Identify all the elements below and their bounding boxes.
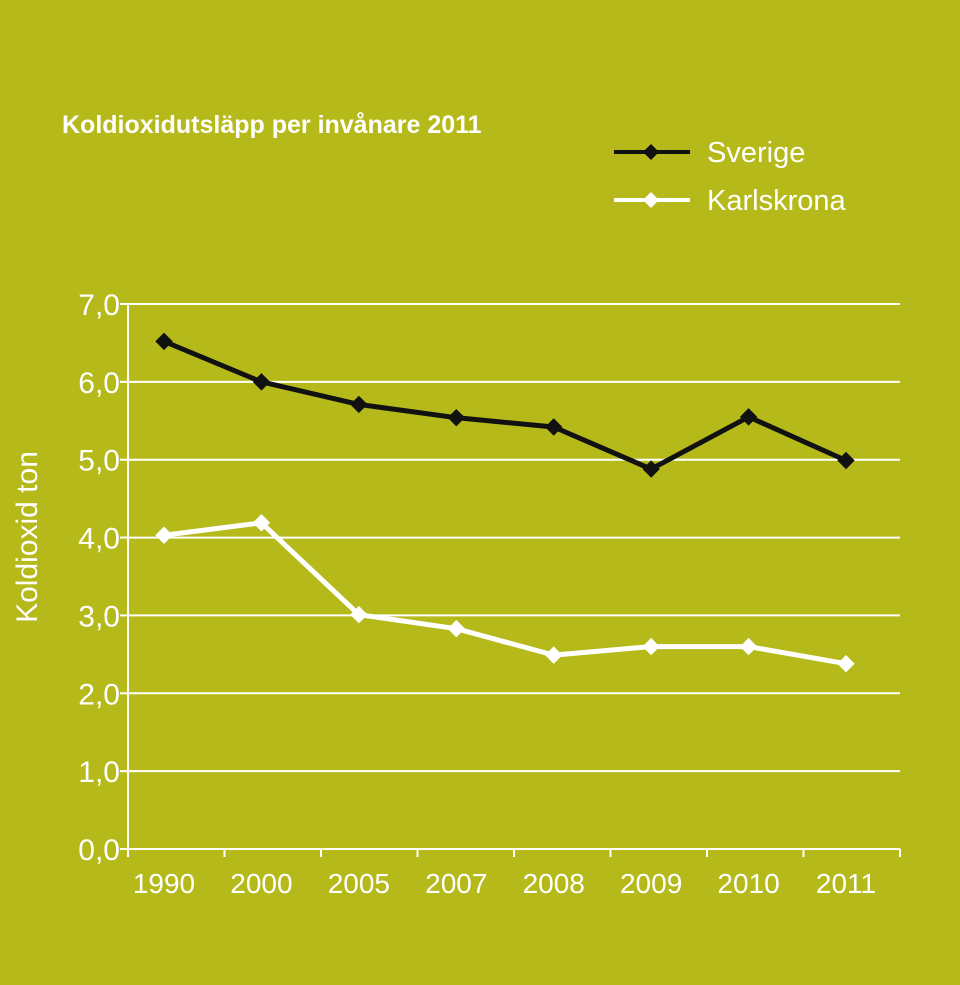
legend-marker <box>643 192 659 208</box>
x-tick-label: 1990 <box>133 868 195 899</box>
series-line <box>163 339 848 472</box>
x-tick-label: 2011 <box>816 868 876 899</box>
axes: 0,0 1,0 2,0 3,0 4,0 5,0 6,0 7,0 1990 2000 2005 2007… <box>78 289 901 899</box>
data-point <box>447 619 465 638</box>
data-point <box>252 514 271 532</box>
data-point <box>739 637 758 656</box>
x-tick-label: 2005 <box>328 868 390 899</box>
y-tick-label: 5,0 <box>78 445 120 478</box>
data-point <box>447 408 465 427</box>
x-tick-label: 2010 <box>717 868 779 899</box>
data-point <box>642 460 660 478</box>
data-point <box>155 332 173 351</box>
data-point <box>545 646 563 664</box>
series-karlskrona <box>155 514 855 673</box>
y-axis-label: Koldioxid ton <box>11 451 44 623</box>
data-point <box>642 637 660 656</box>
y-tick-label: 7,0 <box>78 289 120 322</box>
legend: Sverige Karlskrona <box>614 137 846 217</box>
series-sverige <box>155 332 855 478</box>
data-point <box>545 418 563 436</box>
legend-label: Karlskrona <box>707 185 846 217</box>
y-tick-label: 0,0 <box>78 834 120 867</box>
legend-item: Karlskrona <box>614 185 846 217</box>
data-point <box>252 373 271 391</box>
x-tick-label: 2000 <box>230 868 292 899</box>
legend-item: Sverige <box>614 137 805 169</box>
series-line <box>163 520 847 667</box>
data-point <box>739 408 758 426</box>
x-tick-label: 2007 <box>425 868 487 899</box>
data-point <box>837 654 855 673</box>
data-point <box>837 451 855 470</box>
legend-marker <box>643 144 659 160</box>
data-point <box>155 526 173 544</box>
series-layer <box>155 332 855 673</box>
y-tick-label: 3,0 <box>78 600 120 633</box>
y-tick-label: 4,0 <box>78 523 120 556</box>
y-tick-label: 2,0 <box>78 678 120 711</box>
y-tick-label: 1,0 <box>78 756 120 789</box>
x-tick-label: 2008 <box>523 868 585 899</box>
chart-title: Koldioxidutsläpp per invånare 2011 <box>62 111 482 139</box>
x-tick-label: 2009 <box>620 868 682 899</box>
data-point <box>350 605 368 624</box>
y-tick-label: 6,0 <box>78 367 120 400</box>
legend-label: Sverige <box>707 137 805 169</box>
data-point <box>350 395 368 414</box>
